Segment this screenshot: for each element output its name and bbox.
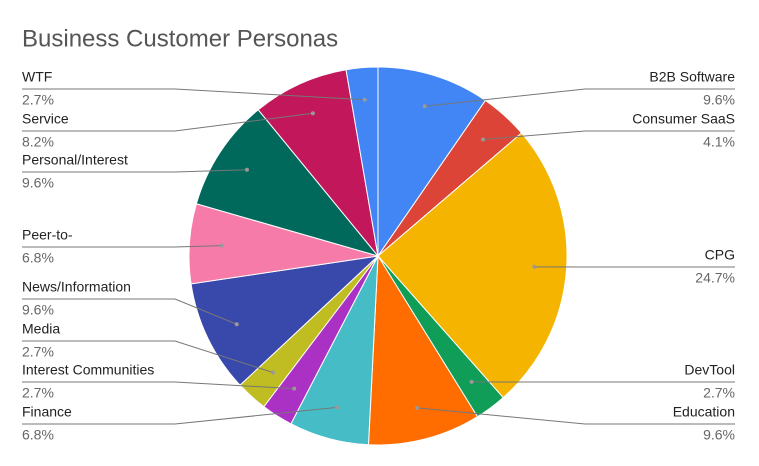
leader-line (22, 245, 222, 248)
slice-value-label: 6.8% (22, 250, 54, 266)
leader-line (22, 88, 365, 101)
leader-line (22, 112, 313, 132)
leader-dot (244, 167, 249, 172)
chart-title: Business Customer Personas (22, 25, 338, 52)
pie-slice (377, 66, 487, 258)
slice-value-label: 8.2% (22, 134, 54, 150)
leader-dot (292, 386, 297, 391)
leader-line (22, 298, 237, 325)
leader-dot (415, 405, 420, 410)
pie-slice (345, 66, 379, 257)
leader-line (424, 88, 735, 107)
leader-dot (532, 264, 537, 269)
leader-dot (270, 370, 275, 375)
leader-dot (335, 405, 340, 410)
leader-line (22, 340, 274, 374)
slice-label: Interest Communities (22, 362, 154, 378)
slice-label: Personal/Interest (22, 152, 128, 168)
slice-label: B2B Software (649, 69, 735, 85)
slice-value-label: 2.7% (22, 344, 54, 360)
leader-line (22, 406, 338, 425)
pie-slice (377, 132, 568, 399)
slice-value-label: 2.7% (22, 92, 54, 108)
slice-value-label: 9.6% (22, 175, 54, 191)
slice-label: CPG (705, 247, 735, 263)
slice-value-label: 2.7% (22, 385, 54, 401)
slice-label: Service (22, 111, 69, 127)
leader-line (482, 130, 735, 140)
slice-value-label: 9.6% (22, 302, 54, 318)
slice-label: Media (22, 321, 60, 337)
leader-dot (219, 243, 224, 248)
leader-line (22, 381, 295, 390)
pie-slice (195, 109, 380, 257)
leader-dot (469, 379, 474, 384)
pie-slice (367, 254, 479, 446)
slice-label: Peer-to- (22, 227, 73, 243)
slice-label: Consumer SaaS (632, 111, 735, 127)
slice-label: Education (673, 404, 735, 420)
leader-line (417, 407, 735, 425)
slice-value-label: 6.8% (22, 427, 54, 443)
pie-slice (190, 255, 380, 386)
slice-label: WTF (22, 69, 52, 85)
slice-value-label: 9.6% (703, 427, 735, 443)
slice-value-label: 2.7% (703, 385, 735, 401)
leader-line (22, 169, 248, 173)
slice-label: News/Information (22, 279, 131, 295)
slice-value-label: 9.6% (703, 92, 735, 108)
slice-label: Finance (22, 404, 72, 420)
slice-value-label: 24.7% (695, 270, 735, 286)
leader-dot (234, 322, 239, 327)
leader-dot (362, 97, 367, 102)
slice-value-label: 4.1% (703, 134, 735, 150)
leader-dot (481, 137, 486, 142)
leader-dot (310, 111, 315, 116)
leader-dot (422, 104, 427, 109)
slice-label: DevTool (684, 362, 735, 378)
